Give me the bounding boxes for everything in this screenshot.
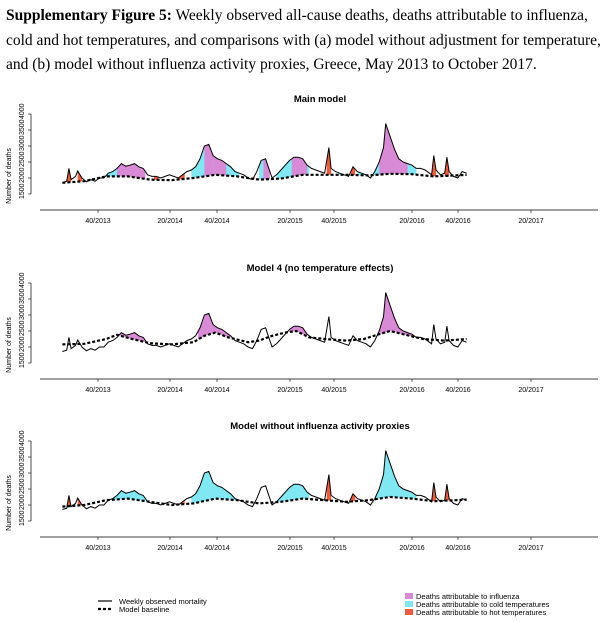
hot-area (444, 484, 450, 501)
y-axis-label: Number of deaths (6, 475, 13, 531)
y-axis-label: Number of deaths (6, 148, 13, 204)
hot-area (350, 493, 356, 502)
influenza-area (197, 313, 231, 340)
cold-area (357, 166, 377, 176)
x-tick-label: 20/2016 (399, 545, 424, 552)
x-tick-label: 20/2014 (157, 387, 182, 394)
y-tick-label: 1500 (19, 352, 26, 368)
legend-observed-label: Weekly observed mortality (119, 597, 207, 606)
cold-area (106, 490, 146, 502)
cold-area (191, 471, 240, 504)
observed-line (62, 450, 467, 510)
y-tick-label: 2000 (19, 494, 26, 510)
x-tick-label: 40/2013 (85, 218, 110, 225)
x-tick-label: 40/2013 (85, 387, 110, 394)
cold-area (274, 484, 310, 503)
legend-cold-label: Deaths attributable to cold temperatures (416, 600, 550, 609)
legend-baseline-label: Model baseline (119, 605, 169, 614)
x-tick-label: 20/2017 (518, 218, 543, 225)
baseline-line (62, 329, 467, 346)
chart-panel-3: Model without influenza activity proxies… (6, 421, 598, 552)
y-tick-label: 2000 (19, 336, 26, 352)
panel-title: Model 4 (no temperature effects) (247, 263, 394, 274)
influenza-area (377, 292, 412, 337)
x-tick-label: 20/2015 (277, 545, 302, 552)
x-tick-label: 20/2015 (277, 387, 302, 394)
legend: Weekly observed mortality Model baseline… (98, 592, 550, 617)
x-tick-label: 20/2016 (399, 218, 424, 225)
x-tick-label: 40/2015 (321, 218, 346, 225)
x-tick-label: 40/2016 (445, 545, 470, 552)
chart-panel-2: Model 4 (no temperature effects) 15002000… (6, 263, 598, 394)
observed-line (62, 292, 467, 352)
baseline-line (62, 495, 467, 508)
y-tick-label: 3500 (19, 446, 26, 462)
panel-title: Model without influenza activity proxies (230, 421, 409, 432)
y-tick-label: 3500 (19, 288, 26, 304)
y-tick-label: 1500 (19, 510, 26, 526)
y-tick-label: 1500 (19, 183, 26, 199)
hot-area (444, 157, 450, 176)
influenza-area (289, 326, 308, 337)
x-tick-label: 40/2014 (204, 387, 229, 394)
y-tick-label: 3500 (19, 119, 26, 135)
x-tick-label: 40/2016 (445, 387, 470, 394)
influenza-area (263, 158, 270, 180)
caption-text: Weekly observed all-cause deaths, deaths… (6, 7, 601, 73)
hot-area (350, 166, 356, 176)
y-tick-label: 3000 (19, 304, 26, 320)
influenza-area (213, 155, 227, 176)
y-tick-label: 2500 (19, 478, 26, 494)
y-tick-label: 4000 (19, 103, 26, 119)
legend-influenza-swatch (405, 593, 413, 599)
y-tick-label: 3000 (19, 135, 26, 151)
figure-caption: Supplementary Figure 5: Weekly observed … (6, 4, 604, 78)
x-tick-label: 40/2016 (445, 218, 470, 225)
x-tick-label: 40/2014 (204, 545, 229, 552)
x-tick-label: 40/2014 (204, 218, 229, 225)
cold-area (366, 450, 417, 501)
y-tick-label: 2500 (19, 320, 26, 336)
baseline-line (62, 172, 467, 184)
influenza-area (117, 163, 146, 179)
influenza-area (394, 149, 408, 175)
hot-area (431, 155, 436, 177)
x-tick-label: 40/2015 (321, 545, 346, 552)
legend-influenza-label: Deaths attributable to influenza (416, 592, 520, 601)
x-tick-label: 20/2016 (399, 387, 424, 394)
cold-area (337, 172, 349, 175)
caption-label: Supplementary Figure 5: (6, 7, 172, 24)
panel-title: Main model (294, 94, 346, 105)
hot-area (66, 168, 72, 183)
influenza-area (204, 144, 214, 177)
x-tick-label: 40/2015 (321, 387, 346, 394)
y-axis-label: Number of deaths (6, 317, 13, 373)
influenza-area (379, 123, 395, 175)
y-tick-label: 3000 (19, 462, 26, 478)
legend-hot-swatch (405, 609, 413, 615)
x-tick-label: 20/2017 (518, 387, 543, 394)
x-tick-label: 20/2015 (277, 218, 302, 225)
x-tick-label: 20/2014 (157, 218, 182, 225)
legend-cold-swatch (405, 601, 413, 607)
y-tick-label: 2000 (19, 167, 26, 183)
legend-hot-label: Deaths attributable to hot temperatures (416, 608, 546, 617)
x-tick-label: 40/2013 (85, 545, 110, 552)
x-tick-label: 20/2017 (518, 545, 543, 552)
y-tick-label: 4000 (19, 430, 26, 446)
x-tick-label: 20/2014 (157, 545, 182, 552)
y-tick-label: 2500 (19, 151, 26, 167)
observed-line (62, 123, 467, 183)
influenza-area (291, 157, 308, 177)
y-tick-label: 4000 (19, 272, 26, 288)
